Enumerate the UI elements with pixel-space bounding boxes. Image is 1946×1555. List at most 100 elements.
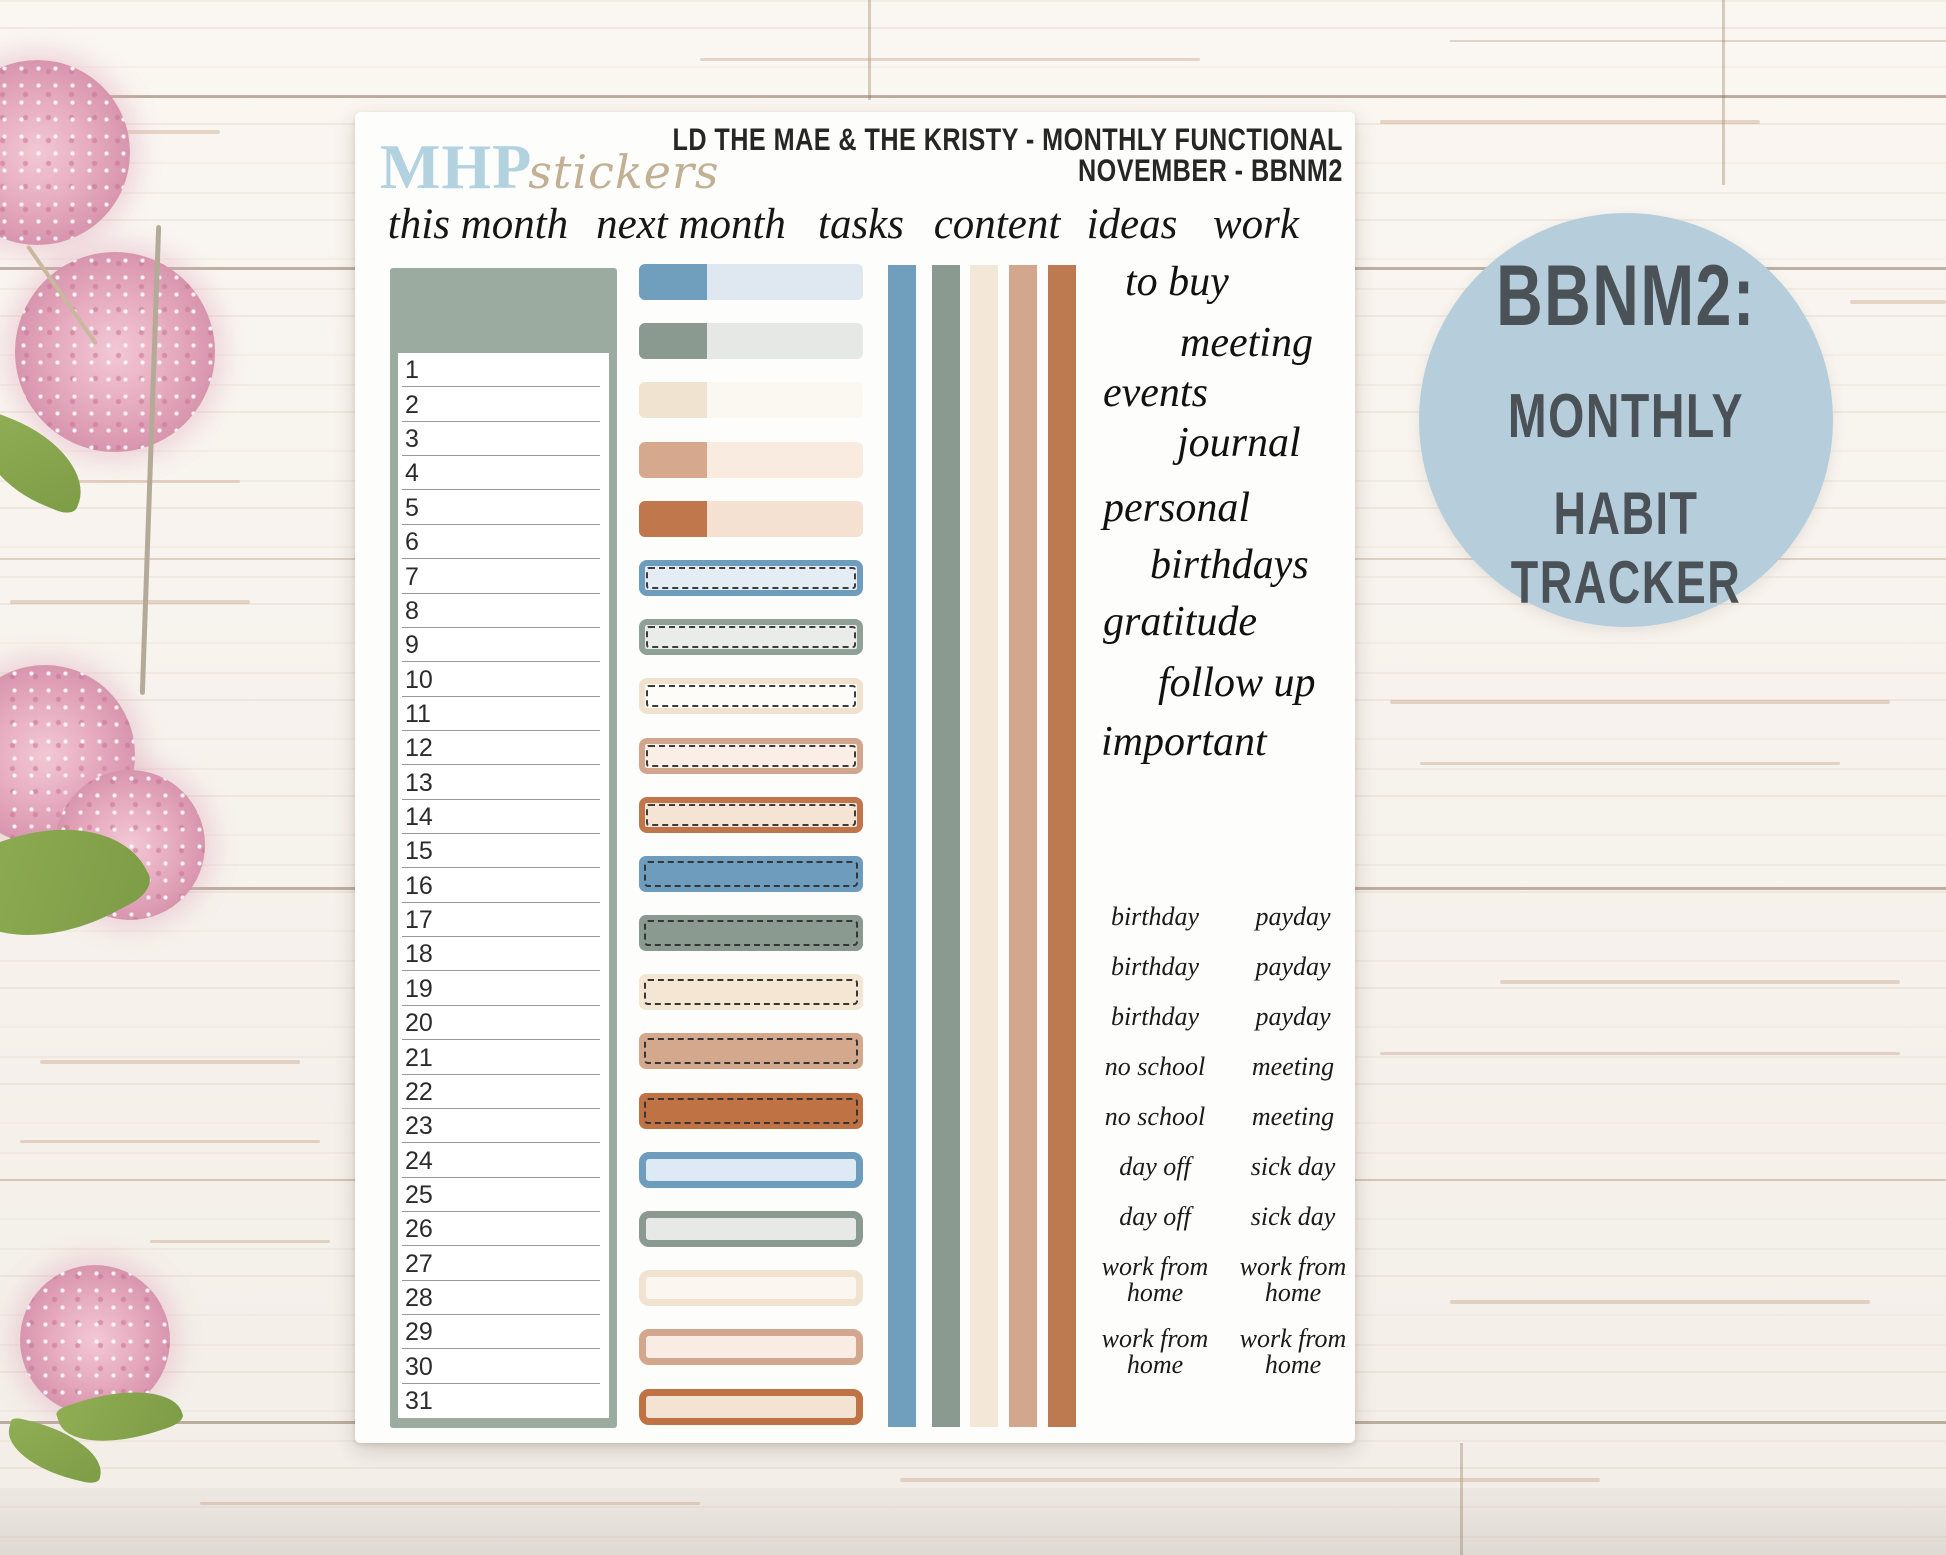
swatch-segment [639, 441, 708, 478]
wood-streak [900, 1478, 1600, 1482]
next-month-swatches [639, 264, 863, 1448]
wood-plank-seam [1450, 40, 1946, 42]
day-number: 23 [405, 1112, 433, 1141]
color-strips [888, 265, 1078, 1427]
swatch-row-stitch-solid [639, 1033, 863, 1070]
brand-logo: MHPstickers [380, 130, 720, 204]
day-number: 11 [405, 699, 431, 728]
day-list: 1 2 3 4 5 6 7 8 9 10 11 12 13 14 15 16 17 18 19 20 21 22 23 24 2… [398, 353, 609, 1418]
wood-streak [40, 1060, 300, 1064]
wood-plank-seam [0, 95, 1946, 98]
swatch-row-stitch-outline [639, 678, 863, 715]
swatch-segment [707, 441, 863, 478]
mini-label-row: birthday payday [1090, 942, 1358, 992]
day-number: 3 [405, 425, 419, 454]
swatch-row-twotone [639, 323, 863, 360]
category-label: personal [1103, 485, 1250, 531]
day-number: 26 [405, 1215, 433, 1244]
badge-line-monthly: MONTHLY [1507, 382, 1745, 451]
column-header-ideas: ideas [1086, 201, 1178, 248]
mini-label: work from home [1101, 1324, 1209, 1379]
day-number: 7 [405, 562, 419, 591]
day-number: 17 [405, 906, 433, 935]
swatch-row-stitch-solid [639, 855, 863, 892]
mini-label-row: day off sick day [1090, 1192, 1358, 1242]
category-label: important [1101, 719, 1267, 765]
day-number: 30 [405, 1352, 433, 1381]
column-header-tasks: tasks [818, 201, 904, 248]
pink-pompom-flower [0, 60, 130, 245]
mini-label-row: day off sick day [1090, 1142, 1358, 1192]
mini-label: no school [1104, 1052, 1206, 1081]
swatch-row-plain-outline [639, 1388, 863, 1425]
wood-streak [1380, 120, 1760, 124]
color-strip [1048, 265, 1076, 1427]
day-number: 6 [405, 528, 419, 557]
day-number: 28 [405, 1284, 433, 1313]
wood-plank-seam [868, 0, 871, 100]
mini-label: day off [1119, 1202, 1191, 1231]
wood-streak [150, 1240, 330, 1243]
mini-label-row: work from home work from home [1090, 1318, 1358, 1386]
wood-streak [200, 1502, 700, 1505]
badge-code: BBNM2: [1496, 248, 1756, 344]
day-number: 25 [405, 1180, 433, 1209]
day-row: 23 [398, 1109, 609, 1144]
day-row: 9 [398, 628, 609, 663]
day-number: 20 [405, 1009, 433, 1038]
mini-label: work from home [1239, 1324, 1347, 1379]
day-row: 6 [398, 525, 609, 560]
day-row: 21 [398, 1040, 609, 1075]
color-strip [932, 265, 960, 1427]
day-row: 12 [398, 731, 609, 766]
day-row: 18 [398, 937, 609, 972]
swatch-row-plain-outline [639, 1270, 863, 1307]
category-label: follow up [1158, 660, 1316, 706]
day-number: 18 [405, 940, 433, 969]
day-row: 3 [398, 422, 609, 457]
day-row: 4 [398, 456, 609, 491]
swatch-row-stitch-outline [639, 796, 863, 833]
column-header-content: content [933, 201, 1061, 248]
swatch-segment [639, 500, 708, 537]
category-label: meeting [1180, 320, 1313, 366]
swatch-segment [639, 264, 708, 300]
day-row: 1 [398, 353, 609, 388]
day-number: 31 [405, 1387, 433, 1416]
wood-streak [1380, 1052, 1900, 1055]
swatch-row-stitch-solid [639, 915, 863, 952]
mini-label: day off [1119, 1152, 1191, 1181]
swatch-row-stitch-solid [639, 974, 863, 1011]
sheet-title-line2: NOVEMBER - BBNM2 [1078, 153, 1343, 189]
swatch-row-stitch-solid [639, 1092, 863, 1129]
day-row: 5 [398, 490, 609, 526]
day-row: 25 [398, 1178, 609, 1213]
day-row: 26 [398, 1212, 609, 1247]
day-row: 24 [398, 1143, 609, 1178]
brand-logo-mhp: MHP [380, 131, 533, 202]
swatch-row-plain-outline [639, 1329, 863, 1366]
day-row: 22 [398, 1075, 609, 1110]
column-header-work: work [1213, 201, 1299, 248]
mini-label: meeting [1251, 1052, 1335, 1081]
day-number: 15 [405, 837, 433, 866]
table-edge-shadow [0, 1488, 1946, 1555]
mini-label: birthday [1110, 952, 1200, 981]
mini-label: birthday [1110, 902, 1200, 931]
day-number: 5 [405, 493, 419, 522]
day-number: 1 [405, 356, 419, 385]
day-row: 15 [398, 834, 609, 869]
mini-label: sick day [1250, 1202, 1336, 1231]
swatch-segment [707, 382, 863, 419]
day-row: 2 [398, 387, 609, 423]
swatch-row-twotone [639, 441, 863, 478]
day-row: 11 [398, 697, 609, 732]
day-number: 27 [405, 1249, 433, 1278]
wood-streak [700, 58, 1200, 61]
day-row: 31 [398, 1384, 609, 1418]
day-row: 10 [398, 662, 609, 697]
day-row: 13 [398, 765, 609, 801]
swatch-row-plain-outline [639, 1151, 863, 1188]
wood-streak [1850, 300, 1946, 304]
